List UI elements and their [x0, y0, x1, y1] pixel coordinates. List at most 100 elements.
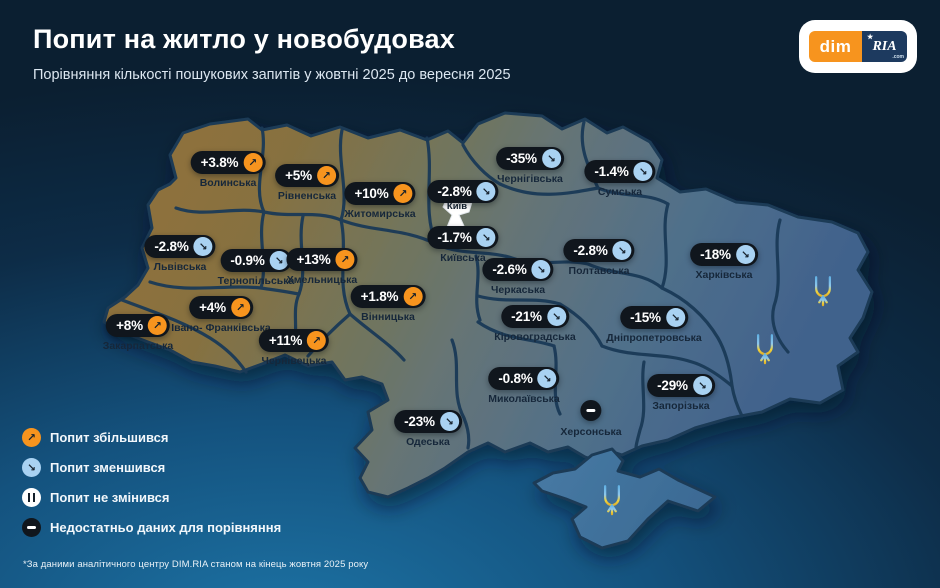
page-title: Попит на житло у новобудовах: [33, 24, 455, 54]
value-label: -29%: [657, 378, 688, 393]
value-pill: -23%: [394, 410, 462, 433]
trend-up-icon: [243, 153, 263, 172]
value-pill: -0.9%: [220, 249, 292, 272]
region-name: Одеська: [406, 436, 450, 448]
trend-down-icon: [546, 307, 566, 326]
value-pill: -1.4%: [584, 160, 656, 183]
region-badge-kyivska: -1.7% Київська: [427, 226, 499, 264]
value-pill: -2.8%: [563, 239, 635, 262]
value-pill: +5%: [275, 164, 339, 187]
value-pill: -2.6%: [482, 258, 554, 281]
trend-down-icon: [476, 182, 496, 201]
legend-item-unchanged: Попит не змінився: [22, 488, 281, 507]
value-pill: +8%: [106, 314, 170, 337]
region-badge-volynska: +3.8% Волинська: [190, 151, 266, 189]
value-label: -0.9%: [230, 253, 265, 268]
arrow-down-right-icon: [22, 458, 41, 477]
landmass: [102, 111, 874, 550]
region-name: Полтавська: [568, 265, 630, 277]
arrow-up-right-icon: [22, 428, 41, 447]
value-label: +1.8%: [360, 289, 399, 304]
pause-icon: [22, 488, 41, 507]
value-label: -35%: [506, 151, 537, 166]
trend-up-icon: [147, 316, 167, 335]
trend-down-icon: [735, 245, 755, 264]
trend-up-icon: [335, 250, 355, 269]
trend-down-icon: [665, 308, 685, 327]
value-pill: -15%: [620, 306, 688, 329]
value-label: -23%: [404, 414, 435, 429]
legend-label: Попит зменшився: [50, 460, 166, 475]
value-pill: -1.7%: [427, 226, 499, 249]
ria-logo-tld: .com: [892, 54, 904, 60]
region-name: Чернівецька: [261, 355, 327, 367]
value-label: -1.7%: [437, 230, 472, 245]
region-badge-vinnytska: +1.8% Вінницька: [350, 285, 426, 323]
dim-logo-part: dim: [809, 31, 862, 62]
value-label: -1.4%: [594, 164, 629, 179]
region-badge-lvivska: -2.8% Львівська: [144, 235, 216, 273]
header: Попит на житло у новобудовах Порівняння …: [33, 24, 511, 83]
value-pill: -2.8%: [144, 235, 216, 258]
value-pill: -35%: [496, 147, 564, 170]
value-pill: +3.8%: [190, 151, 266, 174]
trend-down-icon: [612, 241, 632, 260]
region-badge-kyiv-city: -2.8%: [427, 180, 499, 203]
region-name: Кіровоградська: [494, 331, 576, 343]
source-note: *За даними аналітичного центру DIM.RIA с…: [23, 559, 369, 570]
value-pill: +13%: [286, 248, 358, 271]
legend-item-increase: Попит збільшився: [22, 428, 281, 447]
value-label: +3.8%: [200, 155, 239, 170]
value-pill: +10%: [344, 182, 416, 205]
legend-item-decrease: Попит зменшився: [22, 458, 281, 477]
trend-down-icon: [633, 162, 653, 181]
region-name: Львівська: [153, 261, 207, 273]
value-label: -18%: [700, 247, 731, 262]
value-label: -15%: [630, 310, 661, 325]
ria-logo-text: RIA: [872, 38, 897, 54]
crimea-peninsula: [532, 447, 717, 550]
trend-up-icon: [393, 184, 413, 203]
region-name: Івано- Франківська: [171, 322, 271, 334]
trend-down-icon: [692, 376, 712, 395]
trend-up-icon: [230, 298, 250, 317]
region-name: Сумська: [597, 186, 643, 198]
region-name: Рівненська: [277, 190, 337, 202]
no-data-icon: [580, 400, 602, 421]
trend-down-icon: [476, 228, 496, 247]
region-badge-sumska: -1.4% Сумська: [584, 160, 656, 198]
region-name: Житомирська: [344, 208, 416, 220]
value-label: +8%: [116, 318, 143, 333]
dash-icon: [22, 518, 41, 537]
legend: Попит збільшився Попит зменшився Попит н…: [22, 428, 281, 537]
region-badge-chernivetska: +11% Чернівецька: [258, 329, 330, 367]
region-badge-chernihivska: -35% Чернігівська: [496, 147, 564, 185]
region-name: Київська: [440, 252, 486, 264]
trend-down-icon: [439, 412, 459, 431]
value-pill: -21%: [501, 305, 569, 328]
region-name: Вінницька: [361, 311, 415, 323]
region-name: Чернігівська: [497, 173, 563, 185]
region-badge-khmelnytska: +13% Хмельницька: [286, 248, 358, 286]
legend-label: Попит збільшився: [50, 430, 169, 445]
region-name: Харківська: [695, 269, 753, 281]
region-badge-ternopilska: -0.9% Тернопільська: [218, 249, 294, 287]
trend-down-icon: [537, 369, 557, 388]
region-name: Закарпатська: [102, 340, 174, 352]
value-pill: -2.8%: [427, 180, 499, 203]
value-label: +13%: [296, 252, 331, 267]
ria-logo-part: ★ RIA .com: [862, 31, 907, 62]
value-pill: +4%: [189, 296, 253, 319]
value-label: +4%: [199, 300, 226, 315]
region-name: Хмельницька: [286, 274, 358, 286]
value-pill: -18%: [690, 243, 758, 266]
region-badge-rivnenska: +5% Рівненська: [275, 164, 339, 202]
value-label: +5%: [285, 168, 312, 183]
region-name: Дніпропетровська: [606, 332, 702, 344]
value-label: -21%: [511, 309, 542, 324]
region-badge-kharkivska: -18% Харківська: [690, 243, 758, 281]
trend-up-icon: [307, 331, 327, 350]
region-badge-dnipropetrovska: -15% Дніпропетровська: [606, 306, 702, 344]
